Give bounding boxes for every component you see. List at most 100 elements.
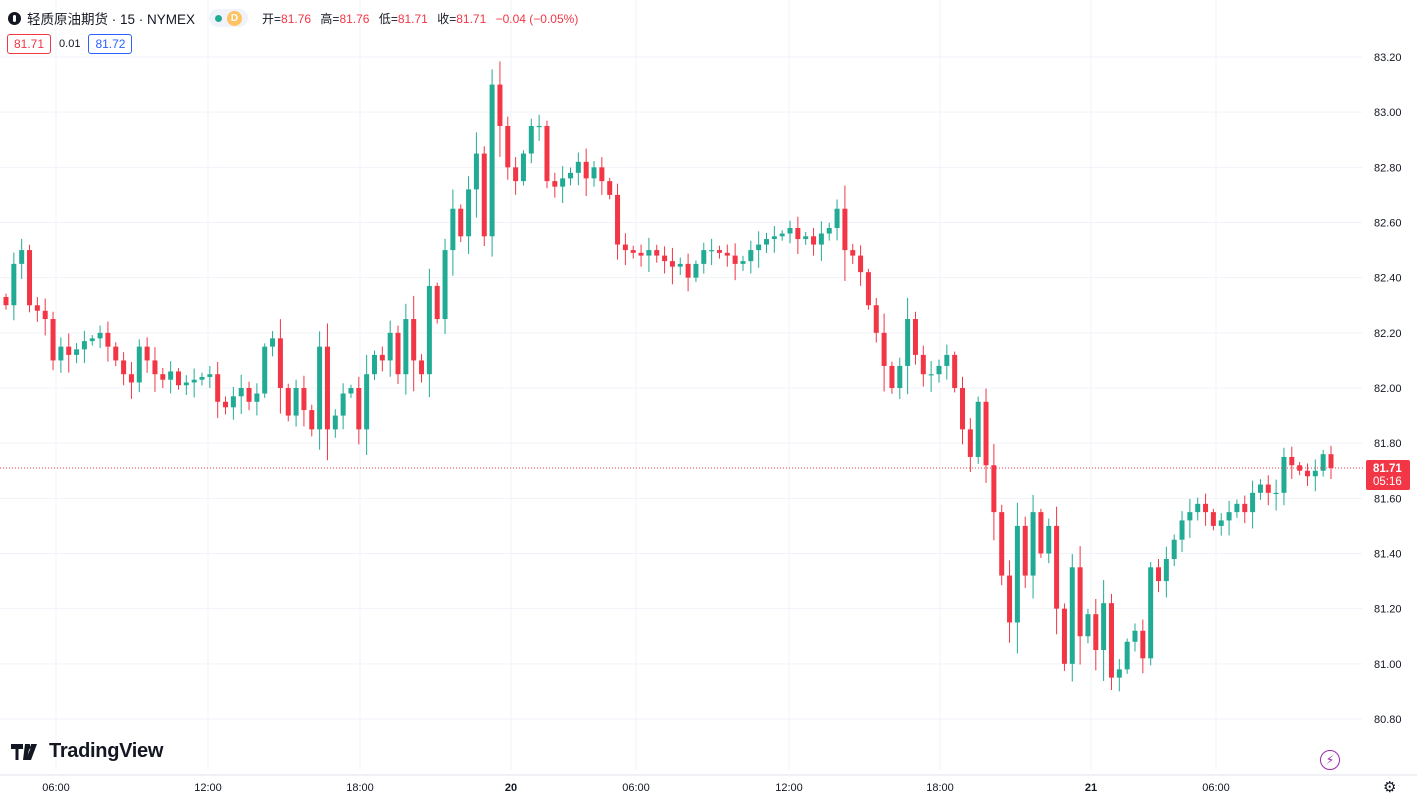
candle-body xyxy=(818,233,824,245)
candle-body xyxy=(591,167,597,179)
candle-body xyxy=(183,382,189,386)
candle-body xyxy=(1140,630,1146,659)
candle-body xyxy=(1014,525,1020,623)
candle-body xyxy=(348,388,354,394)
candle-body xyxy=(928,374,934,376)
candle-body xyxy=(293,388,299,416)
candle-body xyxy=(121,360,127,375)
candle-body xyxy=(1022,525,1028,576)
candle-body xyxy=(42,310,48,320)
candle-body xyxy=(1304,470,1310,477)
candle-body xyxy=(716,250,722,253)
candle-body xyxy=(842,208,848,251)
candle-body xyxy=(881,332,887,366)
candle-body xyxy=(1226,512,1232,521)
candle-body xyxy=(1218,520,1224,526)
ohlc-high-label: 高= xyxy=(320,11,340,26)
candle-body xyxy=(175,371,181,386)
candle-body xyxy=(1077,567,1083,637)
candle-body xyxy=(795,228,801,240)
candle-body xyxy=(740,261,746,264)
candle-body xyxy=(677,263,683,267)
x-tick-label: 18:00 xyxy=(926,782,954,794)
candle-body xyxy=(1156,567,1162,582)
candle-body xyxy=(317,346,323,430)
symbol-title[interactable]: 轻质原油期货 · 15 · NYMEX xyxy=(27,12,196,27)
candle-body xyxy=(58,346,64,361)
candle-body xyxy=(1195,503,1201,513)
candle-body xyxy=(748,250,754,262)
sell-button[interactable]: 81.71 xyxy=(7,34,52,54)
y-tick-label: 83.20 xyxy=(1374,52,1402,64)
candle-body xyxy=(81,341,87,350)
y-tick-label: 83.00 xyxy=(1374,107,1402,119)
candle-body xyxy=(779,233,785,237)
y-tick-label: 82.00 xyxy=(1374,383,1402,395)
candle-body xyxy=(144,346,150,361)
candle-body xyxy=(324,346,330,430)
market-status-badge[interactable]: D xyxy=(209,9,249,27)
candle-body xyxy=(693,263,699,278)
candle-body xyxy=(66,346,72,355)
candle-body xyxy=(960,388,966,430)
y-tick-label: 80.80 xyxy=(1374,714,1402,726)
candle-body xyxy=(764,239,770,245)
y-tick-label: 81.80 xyxy=(1374,438,1402,450)
y-tick-label: 81.60 xyxy=(1374,493,1402,505)
candle-body xyxy=(709,250,715,252)
candle-body xyxy=(160,374,166,380)
candle-body xyxy=(575,161,581,173)
candle-body xyxy=(387,332,393,361)
candle-body xyxy=(1210,512,1216,526)
candle-body xyxy=(168,371,174,380)
candle-body xyxy=(991,465,997,513)
y-tick-label: 81.20 xyxy=(1374,604,1402,616)
candle-body xyxy=(379,354,385,361)
buy-button[interactable]: 81.72 xyxy=(88,34,133,54)
candles xyxy=(3,61,1334,692)
candle-body xyxy=(662,255,668,262)
candle-body xyxy=(897,365,903,388)
ohlc-open-label: 开= xyxy=(262,11,282,26)
candle-body xyxy=(27,250,33,306)
candle-body xyxy=(1257,484,1263,493)
candle-body xyxy=(622,244,628,251)
candle-body xyxy=(450,208,456,251)
chart-grid xyxy=(0,0,1362,770)
candle-body xyxy=(701,250,707,264)
candle-body xyxy=(803,236,809,240)
bolt-icon[interactable]: ⚡ xyxy=(1320,750,1340,770)
candle-body xyxy=(732,255,738,264)
candle-body xyxy=(630,250,636,253)
candle-body xyxy=(1007,575,1013,623)
candle-body xyxy=(1093,614,1099,651)
candle-body xyxy=(262,346,268,394)
candle-body xyxy=(411,319,417,361)
candle-body xyxy=(552,181,558,187)
tv-logo-icon xyxy=(11,743,37,760)
candle-body xyxy=(999,512,1005,576)
market-open-dot-icon xyxy=(215,14,223,22)
candle-body xyxy=(489,84,495,237)
settings-gear-icon[interactable]: ⚙ xyxy=(1383,779,1397,796)
candle-body xyxy=(3,296,9,306)
candle-body xyxy=(1289,456,1295,466)
candle-body xyxy=(771,236,777,240)
x-tick-label: 12:00 xyxy=(194,782,222,794)
symbol-logo-icon xyxy=(8,11,21,25)
candle-body xyxy=(850,250,856,256)
tradingview-logo[interactable]: TradingView xyxy=(11,740,163,763)
candle-body xyxy=(191,379,197,383)
candle-body xyxy=(654,250,660,256)
last-price-label: 81.71 xyxy=(1373,463,1402,475)
candle-body xyxy=(615,194,621,245)
candle-body xyxy=(105,332,111,347)
candle-body xyxy=(1132,630,1138,642)
ohlc-close-value: 81.71 xyxy=(456,11,487,26)
last-price-tag: 81.71 05:16 xyxy=(1366,459,1410,490)
candle-body xyxy=(975,401,981,457)
candle-body xyxy=(638,252,644,256)
candle-body xyxy=(419,360,425,375)
candle-body xyxy=(254,393,260,402)
